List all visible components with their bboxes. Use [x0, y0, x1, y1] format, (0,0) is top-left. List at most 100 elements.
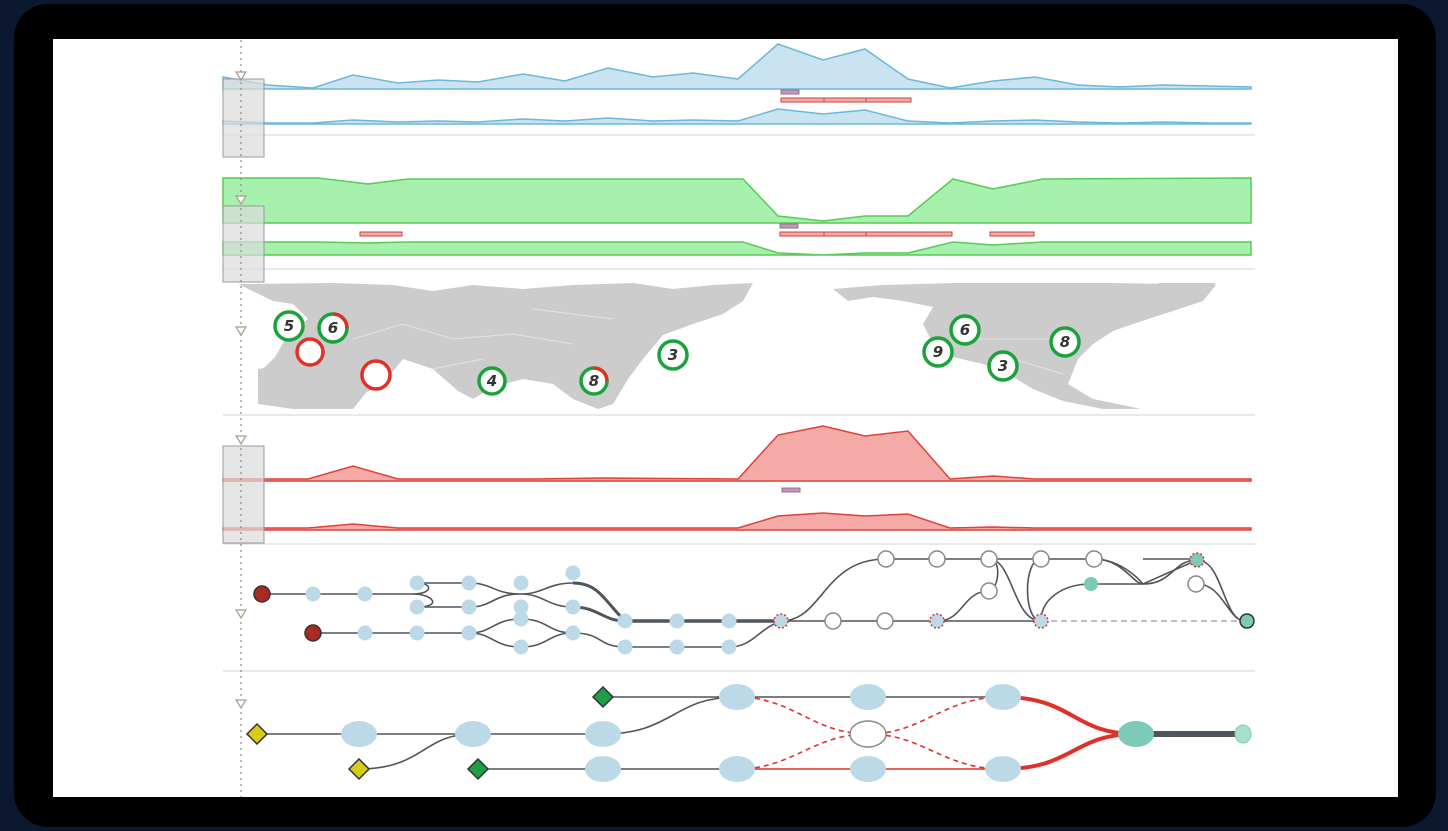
blue-timeseries-track[interactable]	[222, 43, 1255, 158]
graph-node[interactable]	[669, 639, 685, 655]
brush-handle[interactable]	[222, 445, 265, 544]
graph-node[interactable]	[357, 625, 373, 641]
event-bar-red[interactable]	[359, 231, 403, 237]
marker-count-label: 3	[998, 357, 1008, 375]
graph-node-teal-flagged[interactable]	[1189, 552, 1205, 568]
graph-node[interactable]	[409, 625, 425, 641]
map-marker[interactable]: 8	[1049, 326, 1081, 358]
graph-node-empty[interactable]	[1187, 575, 1205, 593]
map-marker[interactable]: 3	[987, 350, 1019, 382]
event-marker-purple[interactable]	[779, 223, 799, 229]
brush-handle[interactable]	[222, 205, 265, 283]
graph-node[interactable]	[461, 625, 477, 641]
down-triangle-icon[interactable]	[234, 326, 248, 337]
graph-node-empty[interactable]	[849, 720, 887, 748]
graph-node[interactable]	[357, 586, 373, 602]
graph-node[interactable]	[585, 721, 621, 747]
graph-node[interactable]	[565, 625, 581, 641]
graph-node[interactable]	[585, 756, 621, 782]
graph-node-flagged[interactable]	[773, 613, 789, 629]
graph-node[interactable]	[617, 639, 633, 655]
graph-node[interactable]	[721, 613, 737, 629]
down-triangle-icon[interactable]	[234, 609, 248, 620]
map-marker[interactable]: 3	[657, 339, 689, 371]
event-marker-purple[interactable]	[780, 89, 800, 95]
graph-node[interactable]	[721, 639, 737, 655]
graph-node[interactable]	[409, 575, 425, 591]
graph-node-empty[interactable]	[1032, 550, 1050, 568]
brush-handle[interactable]	[222, 78, 265, 158]
graph-node[interactable]	[513, 611, 529, 627]
graph-node[interactable]	[719, 756, 755, 782]
map-marker[interactable]: 5	[273, 310, 305, 342]
graph-node[interactable]	[985, 756, 1021, 782]
collapse-markers[interactable]	[234, 71, 248, 710]
graph-sink-node[interactable]	[1234, 724, 1252, 744]
source-diamond-icon[interactable]	[347, 757, 371, 781]
down-triangle-icon[interactable]	[234, 195, 248, 206]
source-diamond-icon[interactable]	[466, 757, 490, 781]
green-timeseries-track[interactable]	[222, 177, 1255, 283]
map-marker[interactable]: 4	[477, 366, 507, 396]
map-marker[interactable]	[295, 337, 325, 367]
graph-node-empty[interactable]	[1085, 550, 1103, 568]
source-diamond-icon[interactable]	[245, 722, 269, 746]
red-timeseries-track[interactable]	[222, 425, 1255, 545]
red-area-chart	[222, 425, 1252, 482]
graph-node[interactable]	[461, 599, 477, 615]
marker-count-label: 6	[328, 319, 338, 337]
graph-sink-node[interactable]	[1239, 613, 1255, 629]
source-diamond-icon[interactable]	[591, 685, 615, 709]
graph-node[interactable]	[565, 565, 581, 581]
graph-node[interactable]	[850, 756, 886, 782]
green-area-chart	[222, 177, 1252, 224]
graph-node-teal[interactable]	[1084, 577, 1098, 591]
graph-node[interactable]	[305, 586, 321, 602]
graph-node[interactable]	[850, 684, 886, 710]
graph-node[interactable]	[565, 599, 581, 615]
event-bar-red[interactable]	[989, 231, 1035, 237]
graph-root-node[interactable]	[304, 624, 322, 642]
marker-count-label: 5	[284, 317, 294, 335]
down-triangle-icon[interactable]	[234, 71, 248, 82]
lineage-graph-lower[interactable]	[245, 684, 1252, 782]
graph-node[interactable]	[341, 721, 377, 747]
graph-node[interactable]	[513, 599, 529, 615]
graph-node[interactable]	[409, 599, 425, 615]
graph-node-flagged[interactable]	[1033, 613, 1049, 629]
graph-node-empty[interactable]	[877, 550, 895, 568]
map-marker[interactable]: 9	[922, 336, 954, 368]
graph-node-flagged[interactable]	[929, 613, 945, 629]
graph-node[interactable]	[719, 684, 755, 710]
graph-node[interactable]	[513, 575, 529, 591]
event-bar-red[interactable]	[780, 97, 912, 103]
graph-node[interactable]	[617, 613, 633, 629]
graph-node[interactable]	[669, 613, 685, 629]
red-overview-line	[222, 512, 1252, 531]
map-landmass-africa-edge	[258, 361, 373, 409]
graph-node[interactable]	[985, 684, 1021, 710]
map-marker[interactable]: 8	[579, 366, 609, 396]
graph-node[interactable]	[461, 575, 477, 591]
graph-node-empty[interactable]	[824, 612, 842, 630]
map-marker[interactable]: 6	[317, 312, 349, 344]
down-triangle-icon[interactable]	[234, 435, 248, 446]
graph-node-empty[interactable]	[928, 550, 946, 568]
lineage-graph-upper[interactable]	[253, 550, 1255, 655]
map-marker[interactable]	[360, 359, 392, 391]
graph-node-empty[interactable]	[980, 582, 998, 600]
map-marker[interactable]: 6	[949, 314, 981, 346]
graph-node-empty[interactable]	[980, 550, 998, 568]
graph-node[interactable]	[513, 639, 529, 655]
event-marker-purple[interactable]	[781, 487, 801, 493]
graph-root-node[interactable]	[253, 585, 271, 603]
graph-node[interactable]	[455, 721, 491, 747]
map-landmass-greenland	[1158, 283, 1216, 301]
map-borders	[352, 308, 1064, 375]
map-landmass-northamerica	[833, 283, 1216, 409]
graph-node-empty[interactable]	[876, 612, 894, 630]
down-triangle-icon[interactable]	[234, 699, 248, 710]
graph-merge-node[interactable]	[1118, 721, 1154, 747]
